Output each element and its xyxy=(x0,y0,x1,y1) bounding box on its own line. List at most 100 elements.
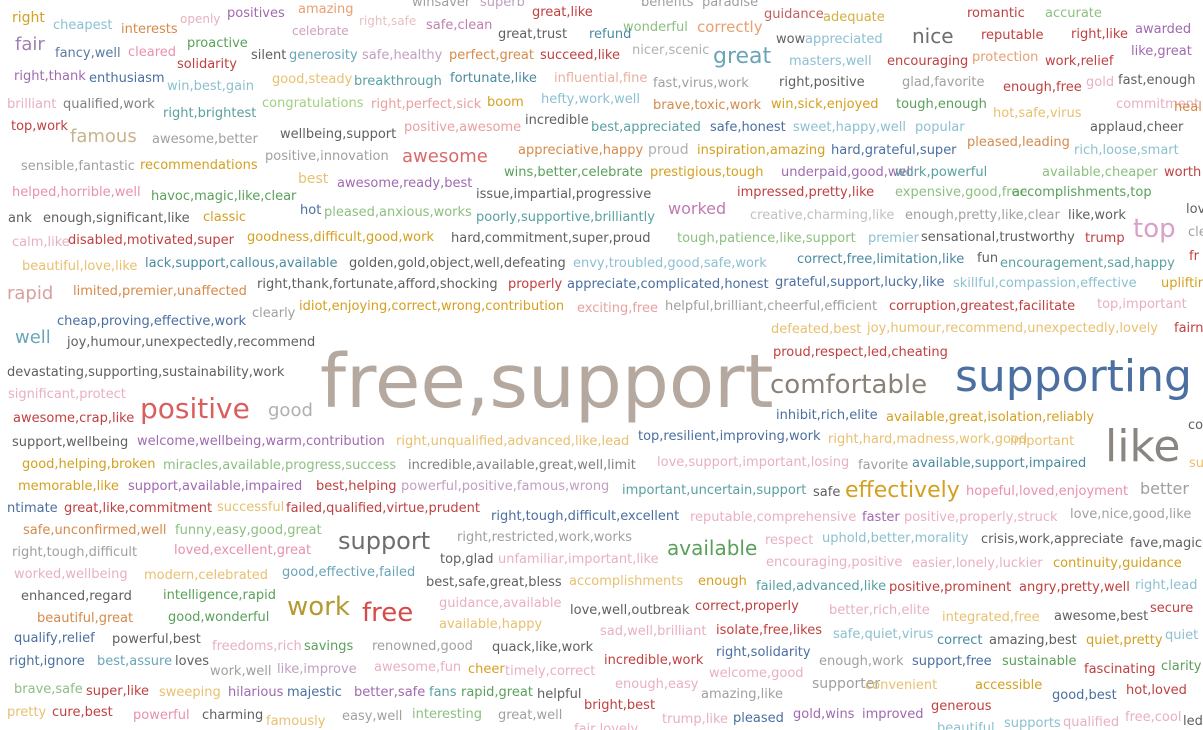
word-faster: faster xyxy=(862,510,900,525)
word-right-thank-fortunate-afford-shocking: right,thank,fortunate,afford,shocking xyxy=(257,277,498,292)
word-best: best xyxy=(298,171,329,187)
word-pleased: pleased xyxy=(733,711,784,726)
word-sensational-trustworthy: sensational,trustworthy xyxy=(921,230,1075,245)
word-powerful-positive-famous-wrong: powerful,positive,famous,wrong xyxy=(401,479,610,494)
word-supports: supports xyxy=(1004,716,1061,730)
word-defeated-best: defeated,best xyxy=(771,322,862,337)
word-incredible-available-great-well-limit: incredible,available,great,well,limit xyxy=(408,458,636,473)
word-expensive-good-free: expensive,good,free xyxy=(895,185,1028,200)
word-important: important xyxy=(1010,434,1075,449)
word-helped-horrible-well: helped,horrible,well xyxy=(12,185,141,200)
word-beautiful: beautiful xyxy=(937,721,995,730)
word-best-helping: best,helping xyxy=(316,479,397,494)
word-right-thank: right,thank xyxy=(14,69,86,84)
word-powerful-best: powerful,best xyxy=(112,632,201,647)
word-gold: gold xyxy=(1086,75,1115,90)
word-worked: worked xyxy=(668,199,727,218)
word-failed-advanced-like: failed,advanced,like xyxy=(756,579,887,594)
word-openly: openly xyxy=(180,12,221,26)
word-recommendations: recommendations xyxy=(140,158,258,173)
word-interesting: interesting xyxy=(412,707,482,722)
word-succeed-like: succeed,like xyxy=(540,48,620,63)
word-tough-enough: tough,enough xyxy=(896,97,987,112)
word-failed-qualified-virtue-prudent: failed,qualified,virtue,prudent xyxy=(286,501,480,516)
word-enough-free: enough,free xyxy=(1003,80,1082,95)
word-like: like xyxy=(1105,421,1181,472)
word-positive: positive xyxy=(140,392,250,425)
word-paradise: paradise xyxy=(702,0,759,10)
word-accomplishments-top: accomplishments,top xyxy=(1012,185,1152,200)
word-interests: interests xyxy=(121,22,178,37)
word-havoc-magic-like-clear: havoc,magic,like,clear xyxy=(151,189,297,204)
word-lov: lov xyxy=(1186,202,1203,217)
word-congratulations: congratulations xyxy=(262,96,364,111)
word-fair: fair xyxy=(15,34,45,55)
word-helpful-brilliant-cheerful-efficient: helpful,brilliant,cheerful,efficient xyxy=(665,299,878,314)
word-skillful-compassion-effective: skillful,compassion,effective xyxy=(953,276,1137,291)
word-work-relief: work,relief xyxy=(1045,54,1114,69)
word-corruption-greatest-facilitate: corruption,greatest,facilitate xyxy=(889,299,1076,314)
word-like-work: like,work xyxy=(1068,208,1126,223)
word-sustainable: sustainable xyxy=(1002,654,1077,669)
word-amazing: amazing xyxy=(298,2,354,17)
word-accurate: accurate xyxy=(1045,6,1102,21)
word-sweeping: sweeping xyxy=(159,685,221,700)
word-fun: fun xyxy=(977,251,999,266)
word-properly: properly xyxy=(508,277,563,292)
word-correct-free-limitation-like: correct,free,limitation,like xyxy=(797,252,965,267)
word-awesome-best: awesome,best xyxy=(1054,609,1149,624)
word-appreciated: appreciated xyxy=(805,32,883,47)
word-rapid-great: rapid,great xyxy=(461,685,533,700)
word-memorable-like: memorable,like xyxy=(18,479,119,494)
word-top-important: top,important xyxy=(1097,297,1187,312)
word-hot-loved: hot,loved xyxy=(1126,683,1187,698)
word-like-improve: like,improve xyxy=(277,662,357,677)
word-guidance: guidance xyxy=(764,7,824,22)
word-refund: refund xyxy=(589,27,632,42)
word-welcome-good: welcome,good xyxy=(709,666,804,681)
word-brave-toxic-work: brave,toxic,work xyxy=(653,98,762,113)
word-effectively: effectively xyxy=(845,478,960,503)
word-right-lead: right,lead xyxy=(1135,578,1198,593)
word-correct-properly: correct,properly xyxy=(695,599,799,614)
word-quiet: quiet xyxy=(1165,628,1199,643)
word-trump-like: trump,like xyxy=(662,712,729,727)
word-tough-patience-like-support: tough,patience,like,support xyxy=(677,231,856,246)
word-sweet-happy-well: sweet,happy,well xyxy=(793,120,907,135)
word-top-resilient-improving-work: top,resilient,improving,work xyxy=(638,429,821,444)
word-bright-best: bright,best xyxy=(584,698,656,713)
word-encouraging-positive: encouraging,positive xyxy=(766,555,903,570)
word-hot-safe-virus: hot,safe,virus xyxy=(993,106,1082,121)
word-pretty: pretty xyxy=(7,705,47,720)
word-available: available xyxy=(667,536,758,560)
word-underpaid-good-well: underpaid,good,well xyxy=(781,165,914,180)
word-top-glad: top,glad xyxy=(440,552,494,567)
word-boom: boom xyxy=(487,95,524,110)
word-supporter: supporter xyxy=(812,676,881,692)
word-majestic: majestic xyxy=(287,685,342,700)
word-best-assure: best,assure xyxy=(97,654,173,669)
word-nice: nice xyxy=(912,24,954,48)
word-reputable-comprehensive: reputable,comprehensive xyxy=(690,510,857,525)
word-awesome-fun: awesome,fun xyxy=(374,660,462,675)
word-golden-gold-object-well-defeating: golden,gold,object,well,defeating xyxy=(349,256,566,271)
word-famous: famous xyxy=(70,126,137,147)
word-exciting-free: exciting,free xyxy=(577,301,658,316)
word-prestigious-tough: prestigious,tough xyxy=(650,165,764,180)
word-perfect-great: perfect,great xyxy=(449,48,534,63)
word-cure-best: cure,best xyxy=(52,705,113,720)
word-ntimate: ntimate xyxy=(7,501,58,516)
word-hefty-work-well: hefty,work,well xyxy=(541,92,640,107)
word-proactive: proactive xyxy=(187,36,248,51)
word-available-great-isolation-reliably: available,great,isolation,reliably xyxy=(886,410,1095,425)
word-important-uncertain-support: important,uncertain,support xyxy=(622,483,807,498)
word-trump: trump xyxy=(1085,231,1125,246)
word-appreciate-complicated-honest: appreciate,complicated,honest xyxy=(567,277,769,292)
word-joy-humour-unexpectedly-recommend: joy,humour,unexpectedly,recommend xyxy=(67,335,316,350)
word-worked-wellbeing: worked,wellbeing xyxy=(14,567,128,582)
word-appreciative-happy: appreciative,happy xyxy=(518,143,644,158)
word-safe-clean: safe,clean xyxy=(426,18,493,33)
word-right-positive: right,positive xyxy=(779,75,865,90)
word-superb: superb xyxy=(480,0,525,10)
word-win-best-gain: win,best,gain xyxy=(167,79,254,94)
